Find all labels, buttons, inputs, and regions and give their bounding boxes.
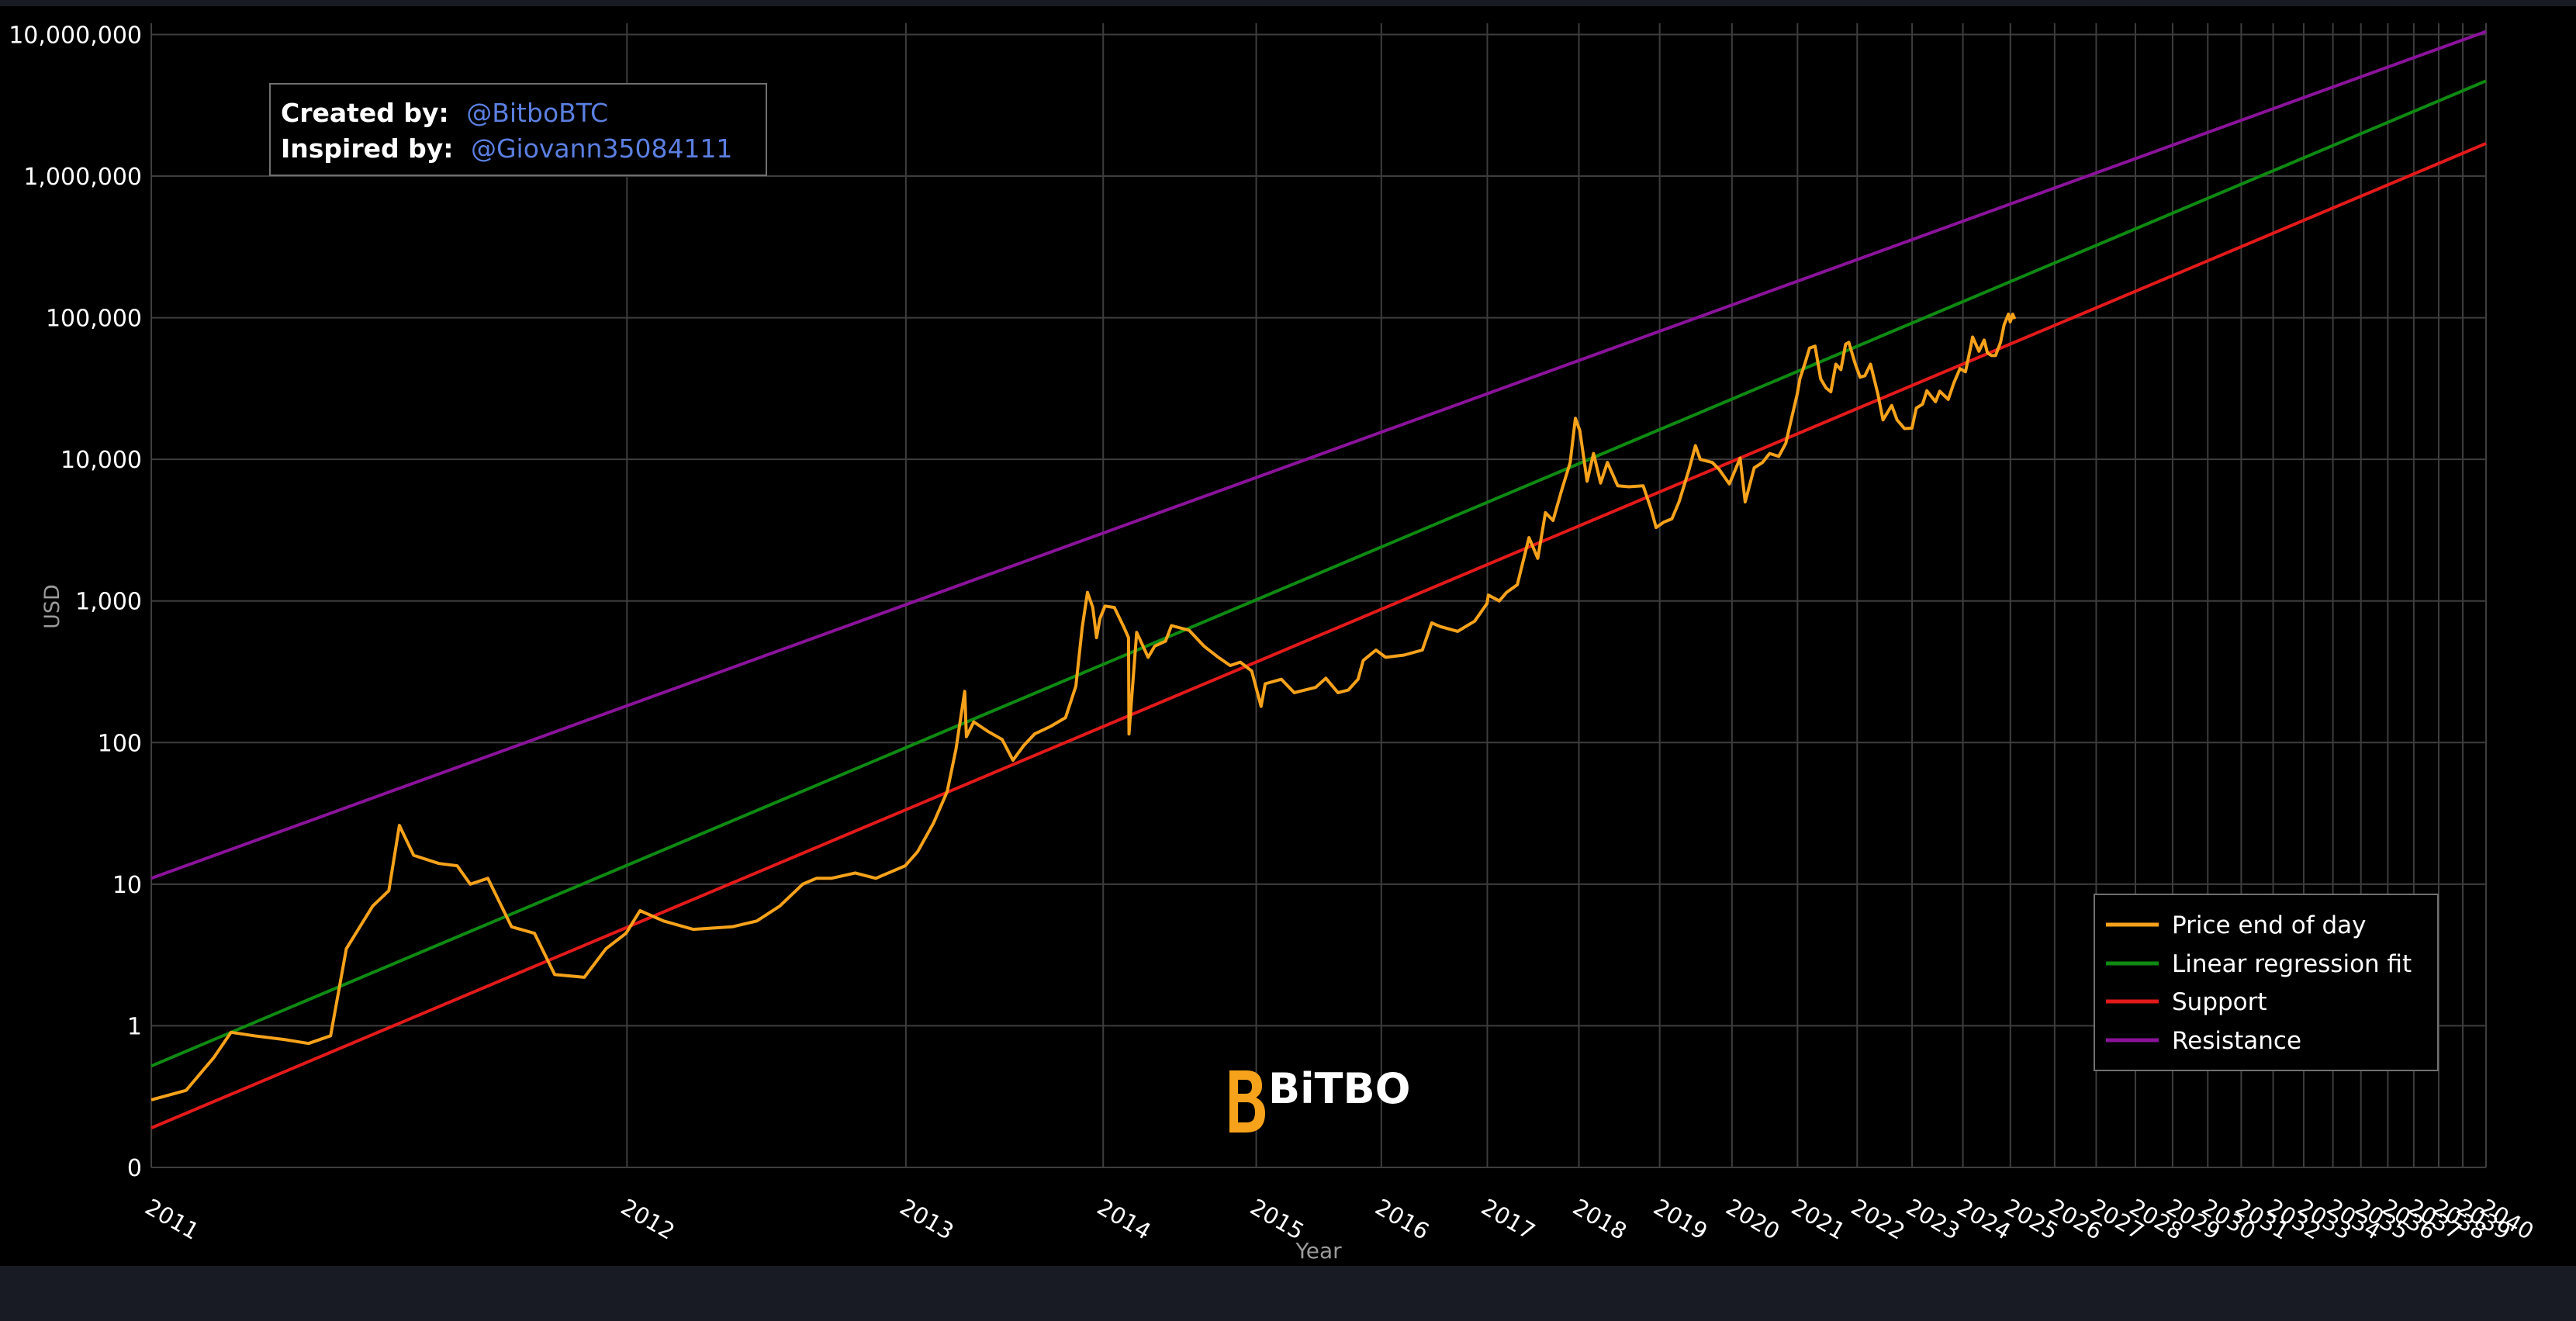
y-tick-label: 10,000,000 [9,22,142,49]
y-tick-label: 100,000 [46,306,142,333]
series-line-price-end-of-day[interactable] [150,313,2017,1101]
created-by-label: Created by: [281,98,449,128]
credits-box: Created by: @BitboBTC Inspired by: @Giov… [269,83,767,176]
trend-lines [150,29,2487,1129]
created-by-line: Created by: @BitboBTC [281,98,608,128]
legend-item-regression[interactable]: Linear regression fit [2106,950,2412,978]
series-line-resistance[interactable] [150,29,2487,880]
inspired-by-label: Inspired by: [281,133,453,164]
x-tick-label: 2017 [1477,1194,1540,1245]
y-tick-label: 1 [127,1013,142,1040]
y-tick-label: 100 [98,730,142,757]
bitbo-wordmark: BiTBO [1268,1064,1411,1113]
x-tick-label: 2018 [1568,1194,1631,1245]
x-tick-label: 2016 [1371,1194,1433,1245]
x-axis-title: Year [1295,1238,1342,1264]
legend-label-price: Price end of day [2172,911,2366,939]
bitbo-logo-icon [1229,1070,1265,1133]
x-tick-label: 2023 [1902,1194,1965,1245]
legend-label-support: Support [2172,988,2267,1016]
inspired-by-handle[interactable]: @Giovann35084111 [471,133,732,164]
x-tick-label: 2011 [141,1194,204,1245]
y-tick-label: 1,000,000 [23,164,142,191]
y-axis-title: USD [40,584,64,629]
bottom-strip [0,1266,2576,1321]
y-tick-label: 10,000 [61,447,142,474]
x-tick-label: 2019 [1649,1194,1712,1245]
x-tick-label: 2013 [895,1194,958,1245]
price-line [150,313,2017,1101]
created-by-handle[interactable]: @BitboBTC [466,98,608,128]
x-tick-label: 2040 [2476,1194,2539,1245]
x-tick-label: 2021 [1787,1194,1850,1245]
bitbo-watermark: BiTBO [1229,1064,1411,1133]
gridlines [150,23,2487,1168]
inspired-by-line: Inspired by: @Giovann35084111 [281,133,732,164]
x-tick-label: 2014 [1093,1194,1156,1245]
x-tick-label: 2020 [1721,1194,1784,1245]
legend-item-price[interactable]: Price end of day [2106,911,2366,939]
legend-label-resistance: Resistance [2172,1027,2301,1055]
y-tick-label: 0 [127,1155,142,1182]
series-line-support[interactable] [150,142,2487,1129]
legend: Price end of day Linear regression fit S… [2094,894,2439,1071]
legend-item-support[interactable]: Support [2106,988,2267,1016]
legend-item-resistance[interactable]: Resistance [2106,1027,2301,1055]
top-strip [0,0,2576,6]
y-tick-label: 10 [112,872,142,899]
legend-label-regression: Linear regression fit [2172,950,2412,978]
y-tick-label: 1,000 [75,589,142,616]
x-tick-label: 2012 [617,1194,679,1245]
y-axis-tick-labels: 0 1 10 100 1,000 10,000 100,000 1,000,000 10,000… [9,22,142,1182]
x-tick-label: 2022 [1847,1194,1910,1245]
series-line-linear-regression-fit[interactable] [150,79,2487,1068]
